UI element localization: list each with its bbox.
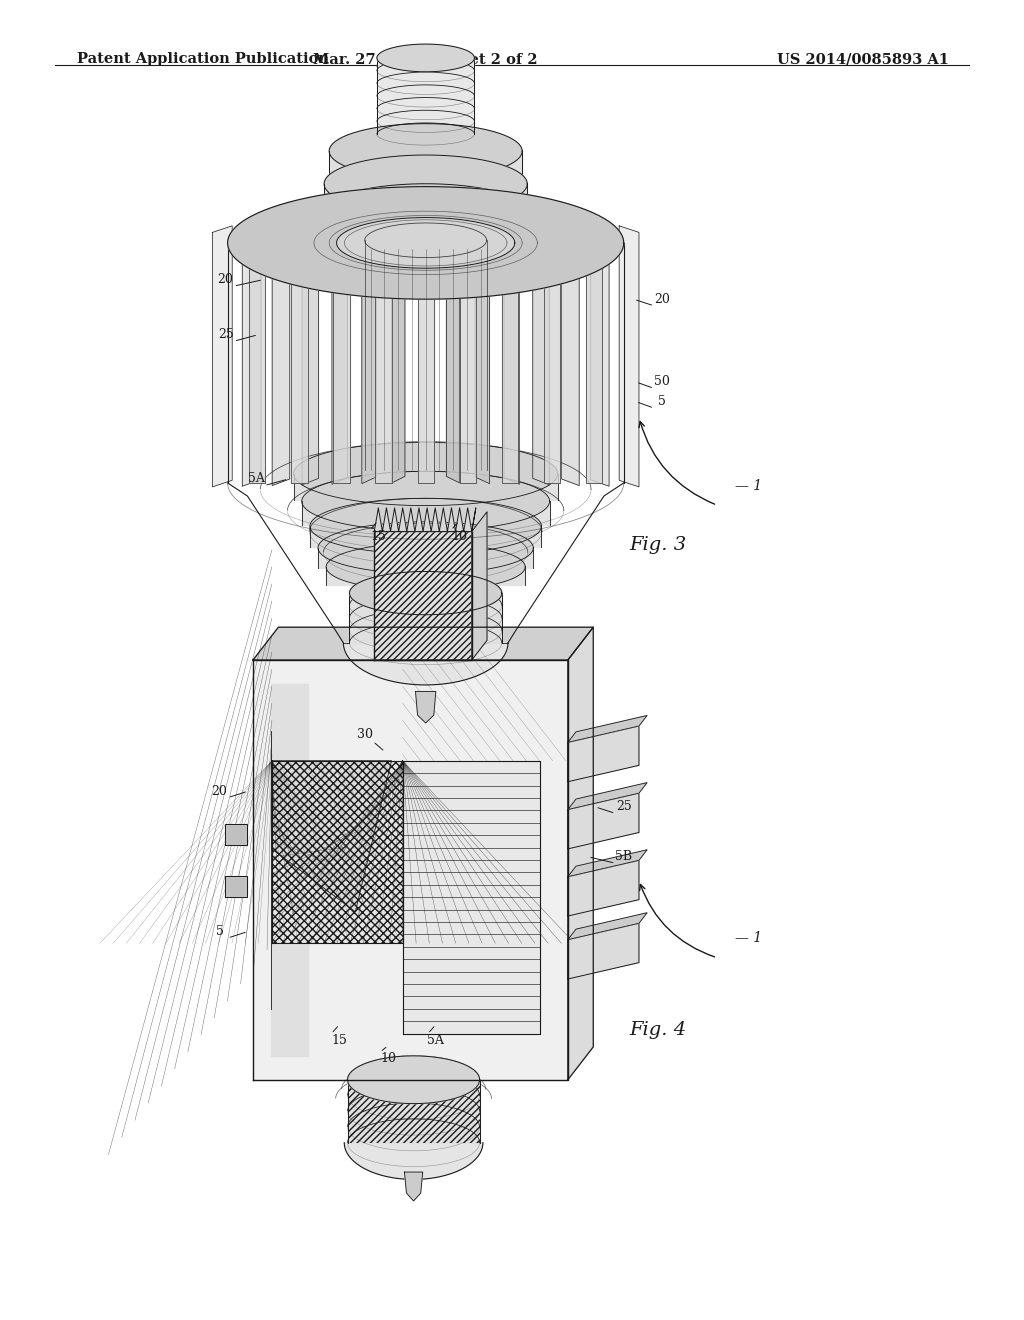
Polygon shape (343, 643, 508, 685)
Polygon shape (347, 1056, 479, 1104)
Polygon shape (392, 236, 404, 483)
Polygon shape (329, 150, 522, 180)
Polygon shape (302, 502, 550, 525)
Polygon shape (568, 912, 647, 940)
Polygon shape (568, 850, 647, 876)
Polygon shape (224, 824, 247, 845)
Text: 10: 10 (452, 531, 467, 544)
Polygon shape (561, 230, 580, 486)
Polygon shape (332, 232, 347, 484)
Polygon shape (318, 548, 534, 568)
Polygon shape (334, 243, 349, 483)
Polygon shape (568, 627, 593, 1080)
Text: 5A: 5A (427, 1034, 444, 1047)
Polygon shape (568, 715, 647, 742)
Polygon shape (291, 243, 307, 483)
Polygon shape (272, 760, 391, 912)
Text: 20: 20 (212, 784, 227, 797)
Polygon shape (418, 243, 434, 483)
Polygon shape (568, 923, 639, 979)
Text: Patent Application Publication: Patent Application Publication (77, 51, 330, 66)
Text: 20: 20 (218, 273, 233, 286)
Text: 10: 10 (380, 1052, 396, 1065)
Text: 30: 30 (356, 729, 373, 742)
Polygon shape (376, 243, 392, 483)
Text: Fig. 4: Fig. 4 (629, 1020, 686, 1039)
Polygon shape (319, 214, 532, 240)
Polygon shape (620, 226, 639, 487)
Text: 20: 20 (654, 293, 671, 306)
Text: 15: 15 (332, 1034, 347, 1047)
Polygon shape (568, 861, 639, 916)
Text: 50: 50 (654, 375, 671, 388)
Polygon shape (446, 236, 460, 483)
Text: 15: 15 (370, 531, 386, 544)
Text: Mar. 27, 2014  Sheet 2 of 2: Mar. 27, 2014 Sheet 2 of 2 (313, 51, 538, 66)
Polygon shape (349, 593, 502, 643)
Polygon shape (502, 243, 518, 483)
Polygon shape (310, 527, 542, 548)
Polygon shape (402, 760, 540, 1034)
Polygon shape (591, 227, 609, 486)
Polygon shape (243, 227, 261, 486)
Polygon shape (302, 231, 318, 484)
Polygon shape (568, 726, 639, 781)
Polygon shape (212, 226, 232, 487)
Polygon shape (361, 235, 376, 483)
Text: 5: 5 (215, 925, 223, 939)
Text: US 2014/0085893 A1: US 2014/0085893 A1 (777, 51, 949, 66)
Polygon shape (294, 474, 558, 500)
Polygon shape (272, 760, 402, 944)
Polygon shape (416, 692, 436, 723)
Text: 5: 5 (658, 395, 667, 408)
Text: 5A: 5A (248, 473, 264, 486)
Polygon shape (326, 566, 525, 585)
Text: 25: 25 (218, 329, 233, 341)
Polygon shape (472, 512, 487, 660)
Polygon shape (586, 243, 602, 483)
Text: — 1: — 1 (735, 931, 763, 945)
Polygon shape (532, 231, 549, 484)
Polygon shape (568, 783, 647, 809)
Polygon shape (349, 572, 502, 615)
Text: — 1: — 1 (735, 479, 763, 492)
Polygon shape (310, 498, 542, 554)
Polygon shape (504, 232, 519, 484)
Text: 5B: 5B (615, 850, 632, 863)
Polygon shape (375, 532, 472, 660)
Polygon shape (272, 230, 290, 486)
Text: 25: 25 (615, 800, 632, 813)
Polygon shape (227, 186, 624, 300)
Polygon shape (347, 1080, 479, 1143)
Polygon shape (253, 660, 568, 1080)
Polygon shape (544, 243, 560, 483)
Polygon shape (327, 543, 525, 591)
Polygon shape (344, 1143, 483, 1179)
Polygon shape (404, 1172, 423, 1201)
Polygon shape (337, 218, 515, 268)
Polygon shape (294, 442, 558, 506)
Polygon shape (377, 58, 474, 135)
Polygon shape (325, 154, 527, 213)
Polygon shape (253, 627, 593, 660)
Polygon shape (329, 124, 522, 178)
Polygon shape (325, 183, 527, 210)
Polygon shape (460, 243, 476, 483)
Polygon shape (375, 508, 476, 532)
Polygon shape (224, 876, 247, 898)
Polygon shape (302, 471, 550, 531)
Polygon shape (319, 183, 532, 244)
Polygon shape (249, 243, 265, 483)
Polygon shape (377, 44, 474, 71)
Polygon shape (475, 235, 489, 483)
Polygon shape (318, 521, 534, 574)
Polygon shape (271, 684, 308, 1056)
Polygon shape (568, 793, 639, 849)
Text: Fig. 3: Fig. 3 (629, 536, 686, 553)
